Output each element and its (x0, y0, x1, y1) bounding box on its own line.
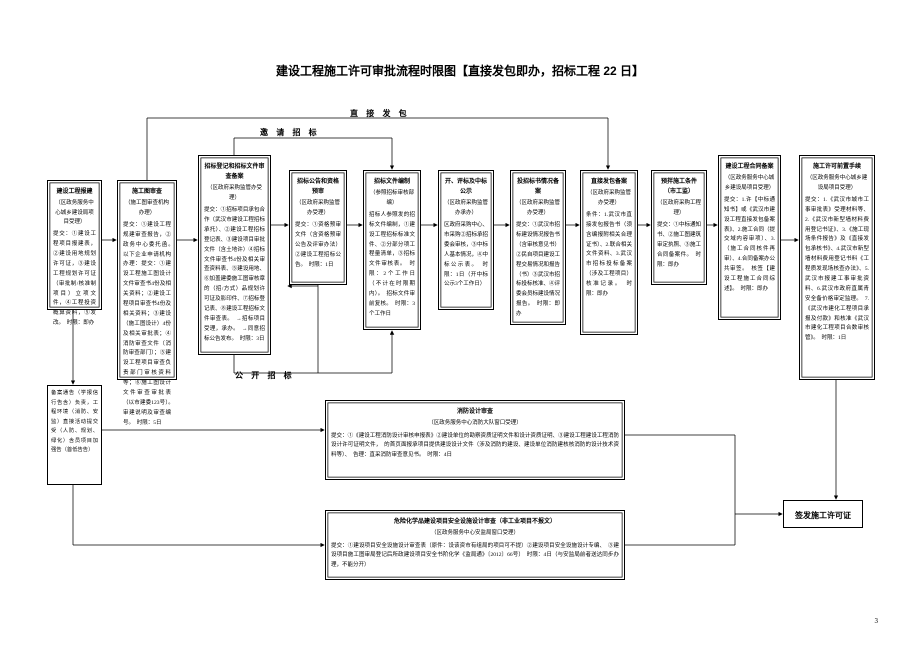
n6-title: 开、评标及中标公示 (444, 177, 488, 197)
n6-sub: （区政府采购监管办承办） (444, 199, 488, 218)
n13-body: 提交：①《建设工程消防设计审核申报表》②建设单位的勘察资质证明文件和设计资质证明… (331, 432, 619, 462)
node-qianzhi: 施工许可前置手续 （区政务服务中心城乡建设局项目受理） 提交：1.《武汉市城市工… (799, 155, 875, 380)
n14-sub: （区政务服务中心安监局窗口受理） (331, 529, 619, 538)
n2-body: 提交：①建设工程规建审查报告，②政务中心委托函。 以下企业申请机构办理：提交：①… (123, 221, 171, 429)
n11-sub: （区政务服务中心城乡建设局项目受理） (805, 174, 869, 193)
node-beizhu: 备案通告（学报信行告含）负责，工程环境（消防、安监）直接活动提交受（人防、规划、… (47, 385, 102, 485)
n8-title: 直接发包备案 (586, 177, 632, 187)
n2-title: 施工图审查 (123, 187, 171, 197)
n3-body: 提交：①招标项目承包合作（武汉市建设工程招标承托）、②建设工程招标登记表、③建设… (204, 206, 265, 344)
n1-sub: （区政务服务中心城乡建设局项目受理） (53, 199, 96, 227)
node-wenjian: 招标文件编制 （参照招标审核部编） 招标人参照发的招标文件编制，①建设工程招标标… (363, 170, 421, 330)
node-final: 签发施工许可证 (783, 500, 863, 528)
n10-sub: （区政务服务中心城乡建设局项目受理） (724, 174, 775, 193)
n9-body: 提交：①中标通知书、②施工图建筑审定执照、③施工合同备案件。 时限：即办 (657, 221, 701, 270)
n6-body: 区政府采购中心、市采购②招标承招委会审核，③中标人基本情况，④中标公示表。 时限… (444, 221, 488, 290)
n3-title: 招标登记和招标文件审查备案 (204, 162, 265, 182)
n13-sub: （区政务服务中心消防大队窗口受理） (331, 419, 619, 428)
node-beian: 投招标书情况备案 （区政府采购监管办受理） 提交：①武汉市招标建设情况报告书（含… (510, 170, 566, 325)
n10-body: 提交：1.许【中标通知书】或《武汉市建设工程直接发包备案表》、2.施工合同（提交… (724, 196, 775, 295)
n12-body: 备案通告（学报信行告含）负责，工程环境（消防、安监）直接活动提交受（人防、规划、… (51, 389, 98, 456)
n5-title: 招标文件编制 (369, 177, 415, 187)
n4-title: 招标公告和资格预审 (295, 177, 341, 197)
n2-sub: （施工图审查机构办理） (123, 199, 171, 218)
node-zhaobiao-dengji: 招标登记和招标文件审查备案 （区政府采购监管办受理） 提交：①招标项目承包合作（… (198, 155, 271, 355)
node-zhijie: 直接发包备案 （区政府采购监管办受理） 条件：1.武汉市直接发包报告书（须含编报… (580, 170, 638, 335)
n8-body: 条件：1.武汉市直接发包报告书（须含编报附相关合理证书）、2.联合相关文件资料、… (586, 211, 632, 300)
n5-body: 招标人参照发的招标文件编制，①建设工程招标标准文件、②分部分项工程量清单，③招标… (369, 211, 415, 320)
n3-sub: （区政府采购监管办受理） (204, 184, 265, 203)
node-baojian: 建设工程报建 （区政务服务中心城乡建设局项目受理） 提交：①建设工程项目报建表，… (47, 180, 102, 310)
n9-title: 预拌施工条件（市工监） (657, 177, 701, 197)
node-xiaofang: 消防设计审查 （区政务服务中心消防大队窗口受理） 提交：①《建设工程消防设计审核… (325, 400, 625, 480)
route-public: 公 开 招 标 (235, 370, 295, 381)
node-pingbiao: 开、评标及中标公示 （区政府采购监管办承办） 区政府采购中心、市采购②招标承招委… (438, 170, 494, 310)
n5-sub: （参照招标审核部编） (369, 189, 415, 208)
node-weixian: 危险化学品建设项目安全设施设计审查（非工业项目不报文） （区政务服务中心安监局窗… (325, 510, 625, 580)
n13-title: 消防设计审查 (331, 407, 619, 417)
node-gonggao: 招标公告和资格预审 （区政府采购监管办受理） 提交：①资格预审文件（含资格预审公… (289, 170, 347, 285)
page-number: 3 (875, 617, 879, 625)
n1-body: 提交：①建设工程项目报建表，②建设用地规划许可证，③建设工程规划许可证（审批制/… (53, 230, 96, 329)
n7-title: 投招标书情况备案 (516, 177, 560, 197)
page-title: 建设工程施工许可审批流程时限图【直接发包即办，招标工程 22 日】 (0, 62, 920, 79)
n14-body: 提交：①建设项目安全设施设计审查表（原件：设该资市有组局的项目可不提）②建设项目… (331, 542, 619, 572)
n8-sub: （区政府采购监管办受理） (586, 189, 632, 208)
n4-sub: （区政府采购监管办受理） (295, 199, 341, 218)
n11-title: 施工许可前置手续 (805, 162, 869, 172)
node-yuban: 预拌施工条件（市工监） （区政府采购工程理） 提交：①中标通知书、②施工图建筑审… (651, 170, 707, 285)
route-invite: 邀 请 招 标 (260, 127, 320, 138)
node-hetong: 建设工程合同备案 （区政务服务中心城乡建设局项目受理） 提交：1.许【中标通知书… (718, 155, 781, 320)
n7-sub: （区政府采购监管办受理） (516, 199, 560, 218)
n7-body: 提交：①武汉市招标建设情况报告书（含审核意见书）②民自项目建设工程交易情况和报告… (516, 221, 560, 320)
n9-sub: （区政府采购工程理） (657, 199, 701, 218)
n4-body: 提交：①资格预审文件（含资格预审公告及评审办法）②建设工程招标公告。 时限：1日 (295, 221, 341, 270)
n14-title: 危险化学品建设项目安全设施设计审查（非工业项目不报文） (331, 517, 619, 527)
n1-title: 建设工程报建 (53, 187, 96, 197)
n10-title: 建设工程合同备案 (724, 162, 775, 172)
node-shigongtu: 施工图审查 （施工图审查机构办理） 提交：①建设工程规建审查报告，②政务中心委托… (117, 180, 177, 380)
route-direct: 直 接 发 包 (350, 108, 410, 119)
n11-body: 提交：1.《武汉市城市工事审批表》受理材料等、2.《武汉市新型墙材料费用登记书证… (805, 196, 869, 344)
